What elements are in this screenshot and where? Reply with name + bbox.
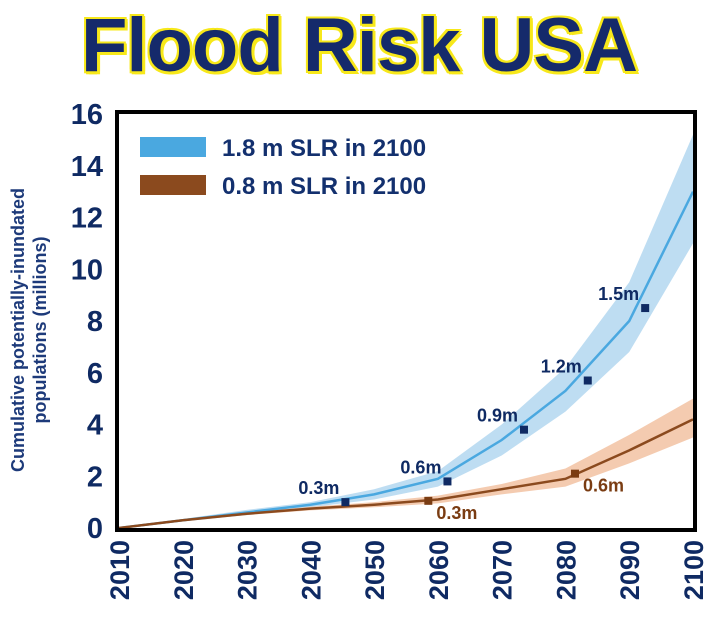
x-tick-label: 2030 [233, 540, 263, 600]
series-0-marker-4 [641, 304, 650, 313]
legend: 1.8 m SLR in 2100 0.8 m SLR in 2100 [140, 135, 426, 200]
x-tick-label: 2080 [551, 540, 581, 600]
y-tick-label: 6 [87, 358, 103, 390]
y-tick-label: 12 [71, 203, 103, 235]
y-tick-label: 4 [87, 410, 103, 442]
x-tick-label: 2090 [615, 540, 645, 600]
series-lines [118, 191, 695, 530]
y-axis-label-line: populations (millions) [30, 237, 50, 424]
x-tick-label: 2040 [296, 540, 326, 600]
y-axis-label-line: Cumulative potentially-inundated [8, 188, 28, 472]
y-tick-label: 0 [87, 513, 103, 545]
series-0-marker-3 [583, 376, 592, 385]
x-tick-label: 2020 [169, 540, 199, 600]
series-1-marker-label-1: 0.6m [583, 476, 624, 496]
x-tick-label: 2100 [679, 540, 709, 600]
y-tick-label: 2 [87, 461, 103, 493]
x-tick-label: 2060 [424, 540, 454, 600]
series-1-line [118, 418, 694, 530]
chart-title: Flood Risk USA [80, 3, 638, 88]
series-0-marker-label-2: 0.9m [477, 406, 518, 426]
legend-label-0: 1.8 m SLR in 2100 [222, 135, 426, 162]
series-0-marker-label-3: 1.2m [541, 357, 582, 377]
x-axis-ticks: 2010 2020 2030 2040 2050 2060 2070 2080 2090 2100 [105, 540, 709, 600]
y-axis-label-group: Cumulative potentially-inundated populati… [8, 188, 50, 472]
series-0-marker-label-4: 1.5m [598, 284, 639, 304]
plot-frame [115, 110, 697, 532]
legend-swatch-1 [140, 175, 206, 195]
y-axis-ticks: 0 2 4 6 8 10 12 14 16 [71, 99, 103, 545]
y-tick-label: 14 [71, 151, 103, 183]
series-1-marker-1 [571, 469, 580, 478]
y-axis-label: Cumulative potentially-inundated populati… [8, 188, 50, 472]
y-tick-label: 10 [71, 254, 103, 286]
series-0-marker-1 [443, 477, 452, 486]
scenario-markers: 0.3m 0.6m 0.9m 1.2m 1.5m 0.3m 0.6m [298, 284, 650, 523]
series-0-marker-label-0: 0.3m [298, 478, 339, 498]
x-tick-label: 2050 [360, 540, 390, 600]
series-1-marker-label-0: 0.3m [436, 503, 477, 523]
x-tick-label: 2010 [105, 540, 135, 600]
x-tick-label: 2070 [488, 540, 518, 600]
legend-label-1: 0.8 m SLR in 2100 [222, 173, 426, 200]
legend-swatch-0 [140, 137, 206, 157]
series-1-marker-0 [424, 496, 433, 505]
series-0-marker-0 [341, 498, 350, 507]
series-0-marker-label-1: 0.6m [400, 457, 441, 477]
y-tick-label: 16 [71, 99, 103, 131]
series-0-marker-2 [519, 425, 528, 434]
y-tick-label: 8 [87, 306, 103, 338]
